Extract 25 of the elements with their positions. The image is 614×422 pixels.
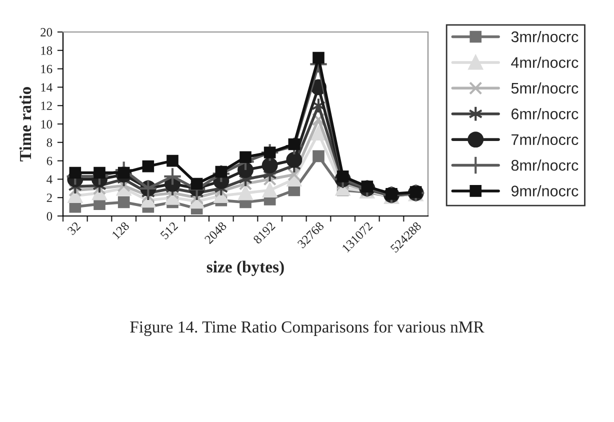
- y-axis-title: Time ratio: [19, 87, 32, 162]
- legend-label: 3mr/nocrc: [511, 31, 578, 42]
- y-tick-label: 14: [41, 83, 52, 92]
- y-tick-label: 8: [46, 138, 52, 147]
- x-tick-label: 512: [160, 221, 178, 240]
- y-tick-label: 16: [41, 64, 52, 74]
- x-tick-label: 128: [112, 221, 130, 240]
- legend-label: 8mr/nocrc: [511, 160, 578, 171]
- legend-label: 5mr/nocrc: [511, 82, 578, 94]
- x-tick-label: 32: [67, 221, 81, 236]
- y-tick-label: 20: [40, 28, 52, 36]
- y-tick-label: 6: [46, 156, 52, 166]
- y-tick-label: 18: [41, 46, 52, 55]
- y-tick-label: 10: [41, 120, 52, 128]
- y-tick-label: 0: [46, 212, 52, 220]
- legend-label: 4mr/nocrc: [511, 56, 578, 68]
- x-axis-title: size (bytes): [206, 260, 284, 276]
- y-tick-label: 4: [46, 175, 52, 184]
- y-tick-label: 12: [41, 102, 52, 110]
- legend-label: 9mr/nocrc: [511, 185, 578, 196]
- legend-label: 6mr/nocrc: [512, 108, 578, 120]
- y-tick-label: 2: [46, 194, 52, 202]
- legend-label: 7mr/nocrc: [512, 134, 578, 146]
- x-tick-label: 8192: [252, 221, 276, 244]
- caption: Figure 14. Time Ratio Comparisons for various nMR: [130, 320, 484, 336]
